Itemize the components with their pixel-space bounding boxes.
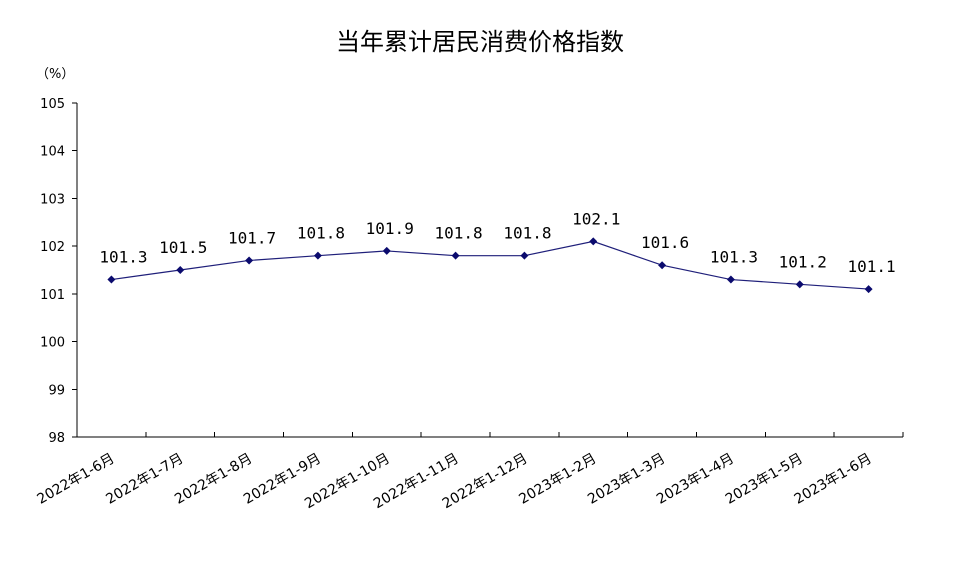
y-tick-label: 99 — [48, 383, 65, 398]
x-tick-label: 2023年1-2月 — [516, 451, 599, 508]
series-cpi — [107, 237, 873, 294]
x-tick-label: 2023年1-6月 — [792, 451, 875, 508]
x-axis-ticks: 2022年1-6月2022年1-7月2022年1-8月2022年1-9月2022… — [35, 432, 904, 512]
data-label: 101.8 — [503, 224, 551, 243]
data-point — [245, 256, 254, 265]
data-point — [795, 280, 804, 289]
data-point — [176, 266, 185, 274]
data-point — [382, 246, 391, 255]
data-labels: 101.3 101.5 101.7 101.8 101.9 101.8 101.8 102.1… — [99, 209, 895, 276]
series-line — [111, 240, 869, 290]
x-tick-label: 2022年1-6月 — [35, 451, 118, 508]
x-tick-label: 2023年1-3月 — [585, 451, 668, 508]
x-tick-label: 2022年1-7月 — [103, 451, 186, 508]
chart-title: 当年累计居民消费价格指数 — [336, 28, 624, 56]
data-label: 101.7 — [228, 228, 276, 247]
data-label: 102.1 — [572, 209, 620, 228]
data-label: 101.3 — [710, 248, 758, 267]
y-axis-ticks: 98 99 100 101 102 103 104 105 — [40, 97, 77, 446]
data-point — [451, 251, 460, 260]
y-tick-label: 104 — [40, 145, 65, 160]
data-point — [589, 237, 598, 246]
x-tick-label: 2023年1-5月 — [723, 451, 806, 508]
y-tick-label: 100 — [40, 336, 65, 351]
data-label: 101.1 — [847, 257, 895, 276]
y-tick-label: 103 — [40, 192, 65, 207]
y-tick-label: 105 — [40, 97, 65, 112]
data-label: 101.6 — [641, 233, 689, 252]
data-label: 101.3 — [99, 248, 147, 267]
data-label: 101.5 — [159, 238, 207, 257]
x-tick-label: 2022年1-8月 — [172, 451, 255, 508]
data-point — [313, 251, 322, 260]
data-label: 101.8 — [434, 224, 482, 243]
data-point — [107, 275, 116, 284]
data-label: 101.8 — [297, 224, 345, 243]
y-tick-label: 101 — [40, 288, 65, 303]
y-unit-label: （%） — [36, 67, 74, 82]
x-tick-label: 2023年1-4月 — [654, 451, 737, 508]
y-tick-label: 102 — [40, 240, 65, 255]
y-tick-label: 98 — [48, 431, 65, 446]
data-label: 101.2 — [779, 252, 827, 271]
data-point — [658, 261, 667, 270]
data-label: 101.9 — [366, 219, 414, 238]
data-point — [864, 285, 873, 294]
data-point — [520, 251, 529, 260]
data-point — [726, 275, 735, 284]
